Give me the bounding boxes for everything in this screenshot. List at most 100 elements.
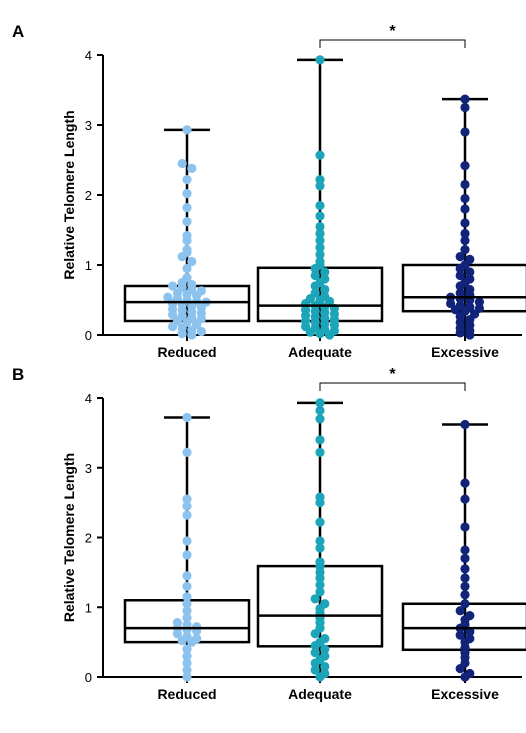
data-point xyxy=(465,274,475,284)
data-point xyxy=(182,599,192,609)
data-point xyxy=(460,245,470,255)
data-point xyxy=(460,161,470,171)
data-point xyxy=(182,665,192,675)
data-point xyxy=(310,288,320,298)
x-tick-label: Adequate xyxy=(288,344,352,360)
data-point xyxy=(182,125,192,135)
data-point xyxy=(315,536,325,546)
data-point xyxy=(315,211,325,221)
data-point xyxy=(182,501,192,511)
data-point xyxy=(192,622,202,632)
data-point xyxy=(460,235,470,246)
data-point xyxy=(460,581,470,591)
data-point xyxy=(182,658,192,668)
data-point xyxy=(182,245,192,255)
y-tick-label: 1 xyxy=(85,600,92,615)
panel-label: A xyxy=(12,22,24,41)
data-point xyxy=(460,179,470,190)
data-point xyxy=(320,644,330,654)
data-point xyxy=(182,651,192,661)
data-point xyxy=(315,221,325,232)
data-point xyxy=(310,594,320,604)
data-point xyxy=(320,651,330,661)
data-point xyxy=(465,284,475,295)
data-point xyxy=(315,580,325,590)
data-point xyxy=(460,204,470,214)
significance-bracket xyxy=(319,39,466,48)
data-point xyxy=(315,235,325,246)
y-tick-label: 1 xyxy=(85,258,92,273)
data-point xyxy=(315,587,325,597)
data-point xyxy=(460,419,470,430)
x-tick-label: Excessive xyxy=(431,686,499,702)
data-point xyxy=(315,557,325,567)
data-point xyxy=(320,274,330,284)
data-point xyxy=(182,273,192,283)
data-point xyxy=(460,573,470,583)
data-point xyxy=(460,218,470,228)
data-point xyxy=(182,571,192,581)
data-point xyxy=(182,203,192,213)
data-point xyxy=(182,189,192,199)
data-point xyxy=(315,150,325,160)
data-point xyxy=(465,668,475,679)
data-point xyxy=(315,256,325,267)
data-point xyxy=(320,284,330,295)
data-point xyxy=(465,611,475,621)
data-point xyxy=(315,55,325,65)
data-point xyxy=(460,590,470,600)
data-point xyxy=(460,545,470,555)
data-point xyxy=(182,613,192,623)
data-point xyxy=(182,263,192,274)
data-point xyxy=(182,231,192,241)
data-point xyxy=(310,665,320,675)
data-point xyxy=(182,175,192,185)
data-point xyxy=(177,158,187,169)
data-point xyxy=(465,634,475,644)
panel-b: B Relative Telomere Length 0 1 2 3 4 Reduced Ade… xyxy=(12,365,526,702)
y-tick-label: 2 xyxy=(85,188,92,203)
data-point xyxy=(315,543,325,553)
data-point xyxy=(455,270,465,281)
x-tick-label: Excessive xyxy=(431,344,499,360)
data-point xyxy=(182,536,192,546)
data-point xyxy=(320,634,330,644)
data-point xyxy=(465,267,475,277)
y-axis-title: Relative Telomere Length xyxy=(61,110,77,279)
data-point xyxy=(315,181,325,191)
panel-label: B xyxy=(12,365,24,384)
data-point xyxy=(187,256,197,267)
data-point xyxy=(455,288,465,298)
y-tick-label: 2 xyxy=(85,531,92,546)
data-point xyxy=(460,94,470,104)
data-point xyxy=(315,405,325,416)
data-point xyxy=(320,668,330,679)
data-point xyxy=(460,478,470,488)
data-point xyxy=(455,606,465,616)
data-point xyxy=(182,644,192,654)
data-point xyxy=(301,305,311,315)
y-tick-label: 3 xyxy=(85,461,92,476)
data-point xyxy=(460,228,470,239)
data-point xyxy=(320,291,330,302)
data-point xyxy=(460,102,470,113)
data-point xyxy=(455,630,465,640)
data-point xyxy=(460,564,470,574)
data-point xyxy=(320,661,330,672)
data-point xyxy=(182,550,192,560)
data-point xyxy=(465,254,475,264)
y-axis-title: Relative Telomere Length xyxy=(61,453,77,622)
data-point xyxy=(196,286,206,296)
data-point xyxy=(460,127,470,137)
data-point xyxy=(315,175,325,185)
data-point xyxy=(460,522,470,532)
data-point xyxy=(310,270,320,281)
data-point xyxy=(182,606,192,616)
data-point xyxy=(460,599,470,609)
y-tick-label: 4 xyxy=(85,391,92,406)
data-point xyxy=(315,414,325,424)
data-point xyxy=(455,301,465,311)
data-point xyxy=(474,303,484,313)
data-point xyxy=(168,281,178,291)
